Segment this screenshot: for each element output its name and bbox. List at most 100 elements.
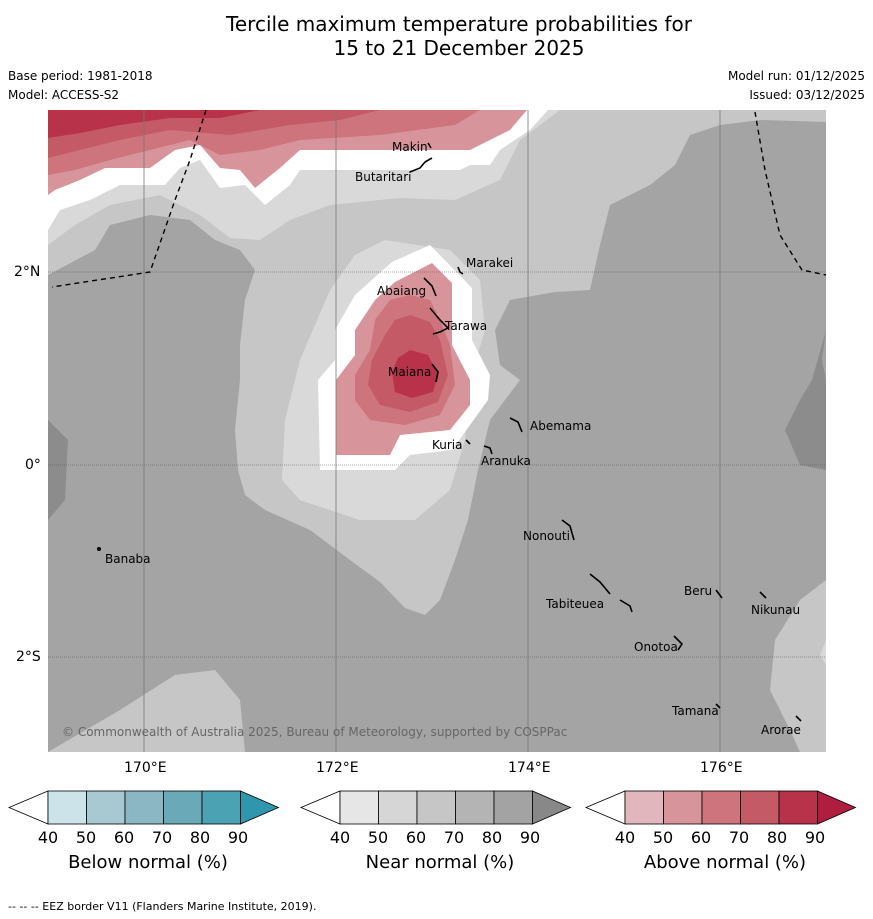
legend-near-normal: 40 50 60 70 80 90 Near normal (%): [300, 788, 580, 888]
island-abemama: [509, 417, 523, 433]
place-kuria: Kuria: [432, 438, 463, 452]
legend-tick: 40: [614, 828, 636, 847]
legend-below-title: Below normal (%): [68, 852, 228, 873]
island-nikunau: [759, 591, 767, 599]
colorbar-segment: [493, 790, 533, 825]
base-period: Base period: 1981-2018: [8, 69, 153, 83]
colorbar-segment: [201, 790, 241, 825]
islands: [97, 142, 802, 722]
island-tabiteuea-south: [619, 599, 633, 613]
island-tarawa: [429, 307, 450, 335]
colorbar-segment: [663, 790, 703, 825]
colorbar-extend-low: [8, 790, 49, 825]
legend-tick: 50: [652, 828, 674, 847]
near-normal-70-west-region: [48, 420, 68, 520]
model-name: Model: ACCESS-S2: [8, 88, 120, 102]
eez-border: [51, 110, 826, 288]
legend-above-title: Above normal (%): [643, 852, 807, 873]
near-normal-50-south-region: [48, 670, 245, 752]
lat-label-2s: 2°S: [16, 649, 41, 665]
island-tamana: [715, 703, 721, 709]
island-marakei: [457, 266, 464, 275]
legend-tick: 60: [113, 828, 135, 847]
place-maiana: Maiana: [388, 365, 432, 379]
colorbar-segment: [624, 790, 664, 825]
place-nonouti: Nonouti: [523, 529, 570, 543]
above-normal-80-90-central-region: [392, 350, 438, 398]
legend-above-colorbar: [585, 790, 857, 825]
legend-tick: 80: [766, 828, 788, 847]
above-normal-80-90-north-region: [48, 110, 260, 138]
colorbar-segment: [416, 790, 456, 825]
colorbar-segment: [455, 790, 495, 825]
island-butaritari: [409, 157, 433, 173]
colorbar-segment: [47, 790, 87, 825]
legend-tick: 40: [329, 828, 351, 847]
legend-tick: 50: [367, 828, 389, 847]
place-marakei: Marakei: [466, 256, 514, 270]
colorbar-segment: [701, 790, 741, 825]
colorbar-extend-high: [240, 790, 280, 825]
title-line-2: 15 to 21 December 2025: [333, 36, 585, 60]
legend-near-colorbar: [300, 790, 572, 825]
colorbar-segment: [339, 790, 379, 825]
near-normal-70-east-region: [785, 330, 826, 470]
colorbar-segment: [740, 790, 780, 825]
island-abaiang: [423, 277, 437, 297]
legend-tick: 70: [728, 828, 750, 847]
legend-below-normal: 40 50 60 70 80 90 Below normal (%): [8, 788, 288, 888]
island-maiana: [431, 363, 439, 383]
island-tabiteuea-north: [589, 573, 611, 595]
place-butaritari: Butaritari: [355, 170, 412, 184]
legend-tick: 90: [227, 828, 249, 847]
colorbar-segment: [124, 790, 164, 825]
island-onotoa: [673, 635, 684, 651]
island-arorae: [795, 715, 802, 722]
map-title: Tercile maximum temperature probabilitie…: [0, 12, 873, 60]
legend-tick: 90: [519, 828, 541, 847]
near-normal-50-southeast-region: [770, 580, 826, 752]
legend-tick: 40: [37, 828, 59, 847]
title-line-1: Tercile maximum temperature probabilitie…: [226, 12, 692, 36]
place-onotoa: Onotoa: [634, 640, 678, 654]
lon-label-172e: 172°E: [316, 760, 359, 776]
lat-label-2n: 2°N: [14, 264, 41, 280]
legend-tick: 80: [481, 828, 503, 847]
copyright-notice: © Commonwealth of Australia 2025, Bureau…: [62, 725, 568, 739]
legend-tick: 50: [75, 828, 97, 847]
eez-footnote: -- -- -- EEZ border V11 (Flanders Marine…: [8, 900, 317, 913]
legend-tick: 60: [690, 828, 712, 847]
map-canvas: [48, 110, 826, 752]
place-aranuka: Aranuka: [481, 454, 531, 468]
eez-border-east: [754, 111, 826, 276]
island-kuria: [465, 439, 471, 445]
lon-label-170e: 170°E: [124, 760, 167, 776]
island-nonouti: [561, 519, 575, 541]
place-tamana: Tamana: [672, 704, 719, 718]
legend-tick: 90: [804, 828, 826, 847]
island-banaba: [97, 546, 102, 551]
colorbar-segment: [778, 790, 818, 825]
place-makin: Makin: [392, 140, 428, 154]
colorbar-segment: [163, 790, 203, 825]
place-abemama: Abemama: [530, 419, 592, 433]
legend-tick: 70: [151, 828, 173, 847]
place-tarawa: Tarawa: [445, 319, 488, 333]
issued-date: Issued: 03/12/2025: [749, 88, 865, 102]
lat-label-0: 0°: [25, 457, 41, 473]
graticule: [48, 271, 826, 658]
near-normal-40-southeast-region: [820, 640, 826, 665]
place-nikunau: Nikunau: [751, 603, 801, 617]
place-arorae: Arorae: [761, 723, 801, 737]
colorbar-extend-high: [532, 790, 572, 825]
place-beru: Beru: [684, 584, 713, 598]
place-abaiang: Abaiang: [377, 284, 427, 298]
island-aranuka: [483, 445, 493, 455]
lon-label-176e: 176°E: [700, 760, 743, 776]
island-beru: [715, 589, 723, 599]
meridians: [143, 110, 721, 752]
colorbar-extend-low: [300, 790, 341, 825]
colorbar-segment: [86, 790, 126, 825]
colorbar-extend-high: [817, 790, 857, 825]
legend-tick: 60: [405, 828, 427, 847]
